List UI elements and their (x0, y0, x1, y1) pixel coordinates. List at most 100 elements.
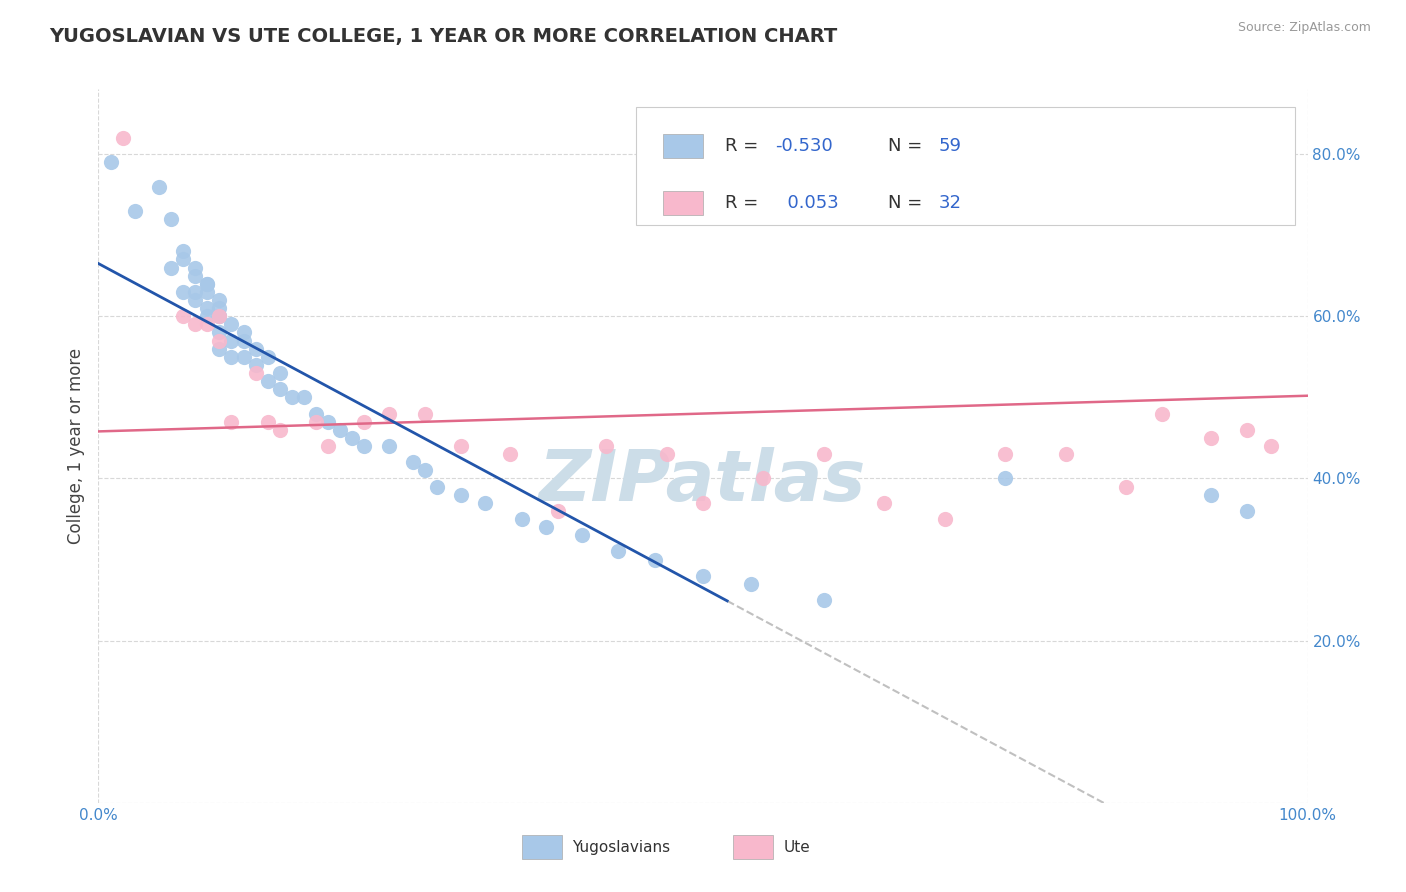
Point (474, 496, 496, 510)
Point (245, 366, 267, 380)
Point (316, 439, 339, 453)
Point (353, 439, 375, 453)
FancyBboxPatch shape (522, 835, 561, 859)
Point (450, 439, 472, 453)
Point (813, 593, 835, 607)
Text: YUGOSLAVIAN VS UTE COLLEGE, 1 YEAR OR MORE CORRELATION CHART: YUGOSLAVIAN VS UTE COLLEGE, 1 YEAR OR MO… (49, 27, 838, 45)
Point (208, 310, 231, 324)
Point (184, 260, 207, 275)
Point (256, 350, 278, 364)
Point (413, 463, 436, 477)
Point (221, 350, 243, 364)
Text: -0.530: -0.530 (776, 137, 834, 155)
Point (269, 366, 291, 380)
Point (269, 382, 291, 396)
Point (232, 326, 254, 340)
Point (195, 277, 218, 291)
Point (124, 203, 146, 218)
Point (353, 415, 375, 429)
Point (208, 342, 231, 356)
Point (1115, 479, 1137, 493)
Point (160, 260, 183, 275)
Point (232, 350, 254, 364)
Text: 0.053: 0.053 (776, 194, 838, 212)
Point (256, 415, 278, 429)
Point (195, 285, 218, 299)
Text: 32: 32 (939, 194, 962, 212)
Text: R =: R = (724, 194, 763, 212)
Point (547, 504, 569, 518)
Point (232, 334, 254, 348)
Point (1199, 431, 1222, 445)
Point (1236, 504, 1258, 518)
Point (245, 358, 267, 372)
Point (329, 423, 352, 437)
Text: N =: N = (889, 137, 928, 155)
Point (595, 439, 617, 453)
Point (208, 310, 231, 324)
Point (873, 496, 896, 510)
Point (994, 471, 1017, 485)
Point (305, 407, 328, 421)
Text: Yugoslavians: Yugoslavians (572, 839, 671, 855)
Point (377, 407, 399, 421)
Text: Source: ZipAtlas.com: Source: ZipAtlas.com (1237, 21, 1371, 34)
FancyBboxPatch shape (734, 835, 773, 859)
Point (160, 211, 183, 226)
Point (377, 439, 399, 453)
Point (402, 455, 425, 469)
Point (195, 318, 218, 332)
Point (510, 512, 533, 526)
Point (1054, 447, 1077, 461)
Point (934, 512, 956, 526)
Point (607, 544, 630, 558)
Point (221, 415, 243, 429)
Point (184, 268, 207, 283)
Point (426, 479, 449, 493)
Point (498, 447, 520, 461)
Point (994, 447, 1017, 461)
Point (644, 552, 666, 566)
Point (305, 415, 328, 429)
Text: Ute: Ute (785, 839, 811, 855)
Point (208, 293, 231, 307)
Point (740, 577, 762, 591)
Point (1260, 439, 1282, 453)
Point (208, 334, 231, 348)
Point (184, 285, 207, 299)
Point (195, 301, 218, 315)
Point (172, 310, 194, 324)
Point (342, 431, 364, 445)
Point (245, 342, 267, 356)
Point (208, 310, 231, 324)
Point (655, 447, 678, 461)
Text: ZIPatlas: ZIPatlas (540, 447, 866, 516)
FancyBboxPatch shape (664, 191, 703, 215)
Point (195, 277, 218, 291)
Point (208, 326, 231, 340)
Point (269, 423, 291, 437)
Point (172, 285, 194, 299)
Point (111, 131, 134, 145)
Point (752, 471, 775, 485)
Point (813, 447, 835, 461)
Point (221, 334, 243, 348)
Point (450, 488, 472, 502)
Point (692, 496, 714, 510)
Point (1152, 407, 1174, 421)
Point (172, 252, 194, 267)
Point (571, 528, 593, 542)
FancyBboxPatch shape (664, 134, 703, 158)
Point (413, 407, 436, 421)
Point (256, 374, 278, 388)
Point (195, 310, 218, 324)
Point (100, 155, 122, 169)
Point (281, 390, 304, 404)
Point (208, 301, 231, 315)
Point (316, 415, 339, 429)
Point (184, 318, 207, 332)
Point (148, 179, 170, 194)
Text: R =: R = (724, 137, 763, 155)
Point (534, 520, 557, 534)
Point (172, 244, 194, 259)
